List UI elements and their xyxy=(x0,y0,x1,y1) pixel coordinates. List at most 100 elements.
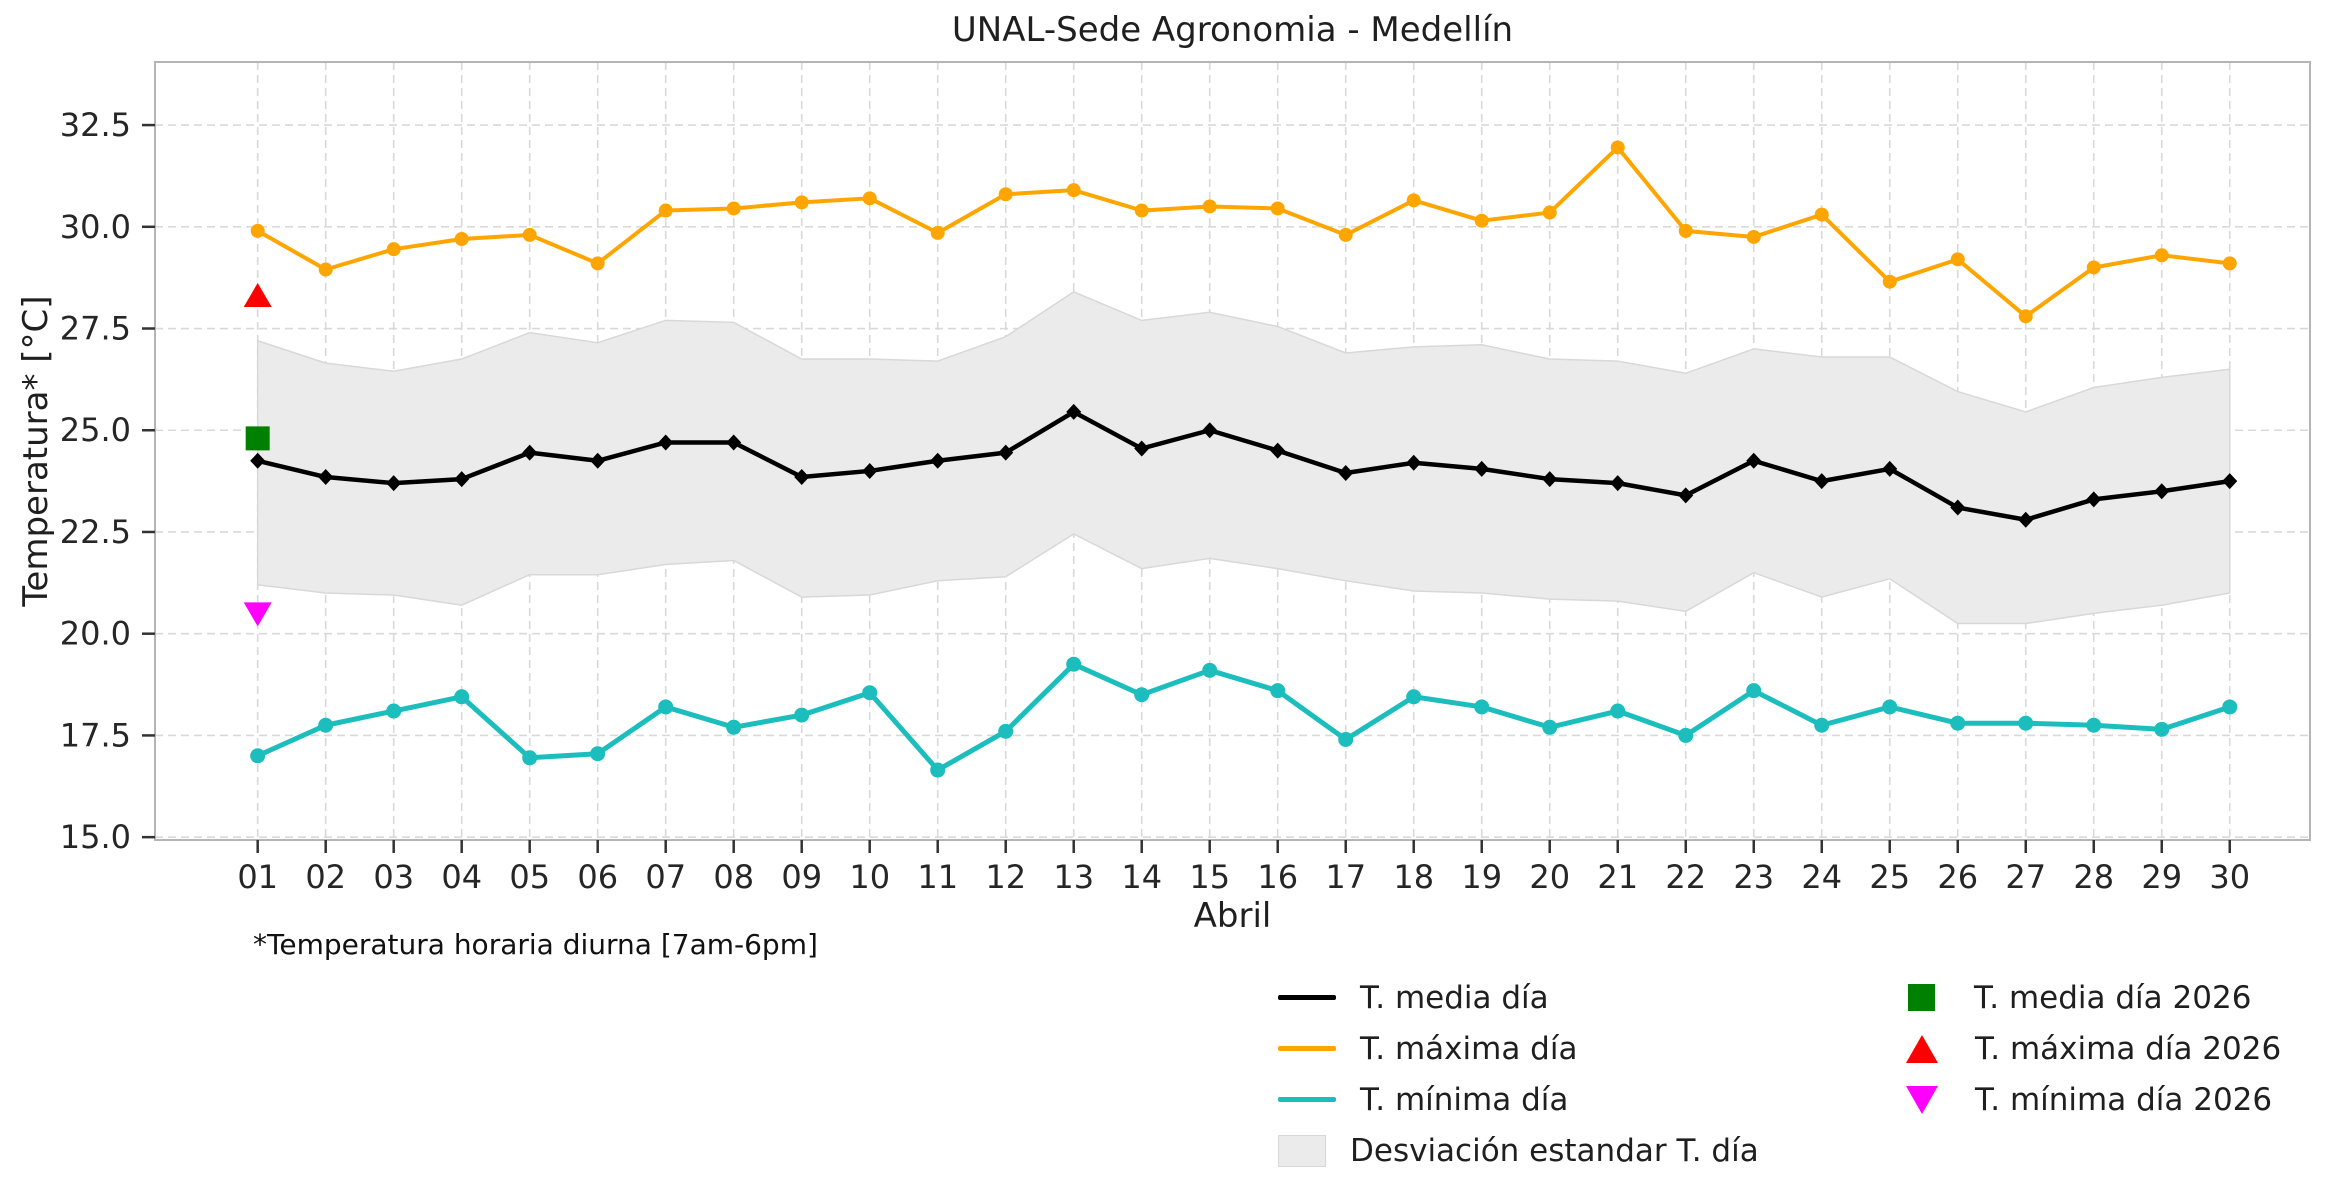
data-point-circle xyxy=(2018,715,2034,731)
data-point-circle xyxy=(1202,199,1217,214)
data-point-circle xyxy=(1542,719,1558,735)
data-point-circle xyxy=(794,707,810,723)
x-tick-label: 28 xyxy=(2073,858,2114,896)
legend-item-desviacion: Desviación estandar T. día xyxy=(1278,1125,1759,1176)
data-point-diamond xyxy=(1882,460,1898,477)
x-tick-label: 05 xyxy=(509,858,550,896)
x-tick-label: 12 xyxy=(985,858,1026,896)
data-point-circle xyxy=(1066,656,1082,672)
data-point-diamond xyxy=(1746,452,1762,469)
green-square-swatch-icon xyxy=(1908,984,1935,1011)
data-point-circle xyxy=(1474,699,1490,715)
data-point-circle xyxy=(1678,223,1693,238)
data-point-circle xyxy=(1814,207,1829,222)
data-point-circle xyxy=(726,719,742,735)
data-point-circle xyxy=(1746,229,1761,244)
x-axis-label: Abril xyxy=(1193,896,1272,936)
x-tick-label: 29 xyxy=(2141,858,2182,896)
data-point-circle xyxy=(318,262,333,277)
chart-title: UNAL-Sede Agronomia - Medellín xyxy=(951,10,1514,50)
x-tick-label: 06 xyxy=(577,858,618,896)
x-tick-label: 17 xyxy=(1325,858,1366,896)
data-point-circle xyxy=(2018,309,2033,324)
legend-item-maxima-2026: T. máxima día 2026 xyxy=(1893,1023,2281,1074)
data-point-diamond xyxy=(1202,422,1218,439)
data-point-diamond xyxy=(454,471,470,488)
y-tick-label: 22.5 xyxy=(60,513,131,551)
std-dev-band xyxy=(256,291,2231,625)
x-tick-label: 07 xyxy=(645,858,686,896)
data-point-circle xyxy=(1950,252,1965,267)
x-tick-label: 25 xyxy=(1869,858,1910,896)
data-point-circle xyxy=(1610,140,1625,155)
data-point-circle xyxy=(1066,183,1081,198)
data-point-diamond xyxy=(1542,471,1558,488)
std-band-swatch-icon xyxy=(1278,1134,1326,1167)
data-point-diamond xyxy=(1474,460,1490,477)
x-tick-label: 08 xyxy=(713,858,754,896)
legend-label: T. mínima día xyxy=(1360,1081,1569,1118)
x-tick-label: 10 xyxy=(849,858,890,896)
x-tick-label: 16 xyxy=(1257,858,1298,896)
data-point-circle xyxy=(1746,683,1762,699)
data-point-circle xyxy=(1270,201,1285,216)
x-tick-label: 18 xyxy=(1393,858,1434,896)
data-point-diamond xyxy=(1338,464,1354,481)
legend-column-right: T. media día 2026 T. máxima día 2026 T. … xyxy=(1893,972,2281,1125)
legend-item-media-2026: T. media día 2026 xyxy=(1893,972,2281,1023)
x-tick-label: 20 xyxy=(1529,858,1570,896)
data-point-diamond xyxy=(386,475,402,492)
series-line-maxima xyxy=(255,145,2232,319)
y-tick-label: 15.0 xyxy=(60,818,131,856)
legend-label: T. máxima día 2026 xyxy=(1975,1030,2282,1067)
data-point-circle xyxy=(1474,213,1489,228)
data-point-diamond xyxy=(930,452,946,469)
data-point-diamond xyxy=(1610,475,1626,492)
data-point-circle xyxy=(522,750,538,766)
y-tick-label: 25.0 xyxy=(60,411,131,449)
series-line-media xyxy=(255,409,2233,523)
x-tick-label: 09 xyxy=(781,858,822,896)
data-point-diamond xyxy=(1270,442,1286,459)
data-point-circle xyxy=(1814,717,1830,733)
data-point-circle xyxy=(1134,203,1149,218)
data-point-circle xyxy=(250,223,265,238)
data-point-diamond xyxy=(1814,473,1830,490)
data-point-circle xyxy=(2086,260,2101,275)
data-point-circle xyxy=(590,746,606,762)
minima-line-swatch-icon xyxy=(1278,1097,1336,1102)
legend-item-media: T. media día xyxy=(1278,972,1759,1023)
data-point-circle xyxy=(1882,274,1897,289)
data-point-diamond xyxy=(862,462,878,479)
magenta-triangle-down-swatch-icon xyxy=(1906,1085,1938,1114)
data-point-circle xyxy=(726,201,741,216)
data-point-circle xyxy=(794,195,809,210)
data-point-circle xyxy=(1950,715,1966,731)
y-axis-label: Temperatura* [°C] xyxy=(16,295,56,607)
data-point-circle xyxy=(1338,731,1354,747)
data-point-circle xyxy=(2222,256,2237,271)
data-point-circle xyxy=(1610,703,1626,719)
data-point-circle xyxy=(590,256,605,271)
data-point-circle xyxy=(2086,717,2102,733)
data-point-circle xyxy=(930,225,945,240)
legend-item-minima-2026: T. mínima día 2026 xyxy=(1893,1074,2281,1125)
data-point-diamond xyxy=(522,444,538,461)
red-triangle-up-swatch-icon xyxy=(1906,1034,1938,1063)
data-point-circle xyxy=(454,689,470,705)
media-line-swatch-icon xyxy=(1278,995,1336,1000)
x-tick-label: 26 xyxy=(1937,858,1978,896)
data-point-diamond xyxy=(2222,473,2238,490)
x-tick-label: 23 xyxy=(1733,858,1774,896)
data-point-circle xyxy=(1202,662,1218,678)
data-point-circle xyxy=(454,232,469,247)
x-tick-label: 14 xyxy=(1121,858,1162,896)
legend-label: T. media día xyxy=(1360,979,1549,1016)
data-point-circle xyxy=(1882,699,1898,715)
legend-label: T. mínima día 2026 xyxy=(1975,1081,2273,1118)
data-point-diamond xyxy=(1066,403,1082,420)
data-point-circle xyxy=(1338,227,1353,242)
data-point-diamond xyxy=(794,469,810,486)
data-point-diamond xyxy=(2154,483,2170,500)
data-point-diamond xyxy=(1406,454,1422,471)
